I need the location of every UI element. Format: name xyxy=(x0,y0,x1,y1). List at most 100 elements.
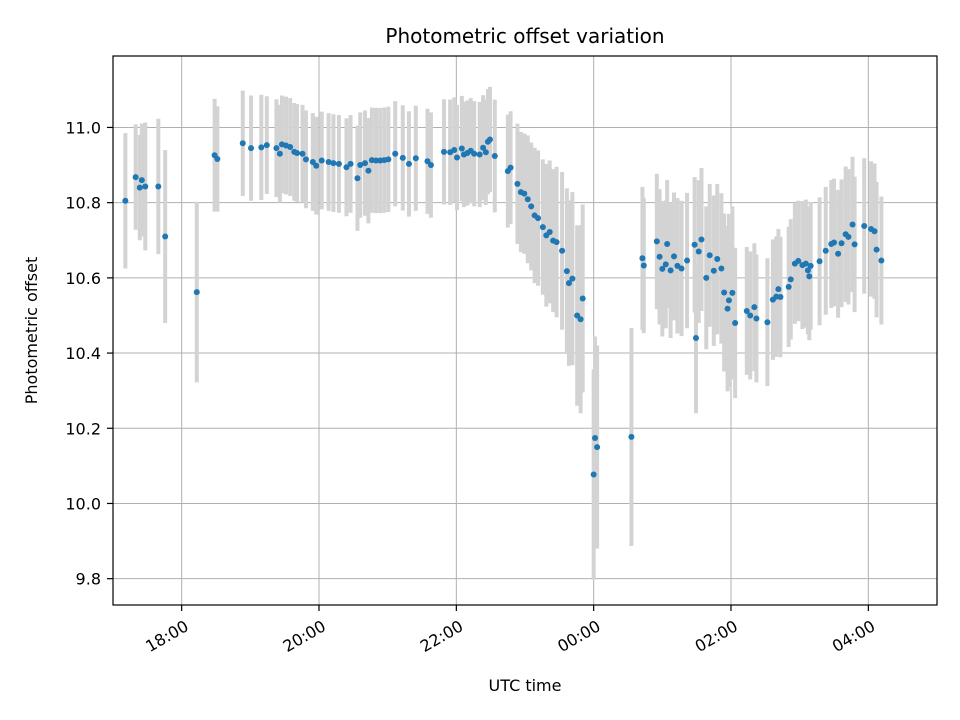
data-point xyxy=(559,247,566,254)
data-point xyxy=(454,154,461,161)
data-point xyxy=(347,160,354,167)
data-point xyxy=(678,265,685,272)
plot-frame xyxy=(112,55,938,606)
y-tick-label: 10.0 xyxy=(65,494,101,513)
data-point xyxy=(122,197,129,204)
data-point xyxy=(385,156,392,163)
data-point xyxy=(835,250,842,257)
data-point xyxy=(710,267,717,274)
data-point xyxy=(729,289,736,296)
data-point xyxy=(318,157,325,164)
data-point xyxy=(354,175,361,182)
data-point xyxy=(747,312,754,319)
data-point xyxy=(569,275,576,282)
data-point xyxy=(659,265,666,272)
x-tick-label: 04:00 xyxy=(829,616,878,656)
data-point xyxy=(698,236,705,243)
data-point xyxy=(440,148,447,155)
data-point xyxy=(822,247,829,254)
data-point xyxy=(692,335,699,342)
data-point xyxy=(491,153,498,160)
data-point xyxy=(539,224,546,231)
data-point xyxy=(664,241,671,248)
data-point xyxy=(807,262,814,269)
data-point xyxy=(656,253,663,260)
data-point xyxy=(592,435,599,442)
data-point xyxy=(753,315,760,322)
data-point xyxy=(239,140,246,147)
data-point xyxy=(639,255,646,262)
x-tick-label: 00:00 xyxy=(554,616,603,656)
data-point xyxy=(725,297,732,304)
data-point xyxy=(577,316,584,323)
error-bars xyxy=(123,86,884,580)
data-point xyxy=(325,159,332,166)
data-point xyxy=(653,238,660,245)
data-point xyxy=(514,180,521,187)
data-point xyxy=(831,239,837,246)
data-points xyxy=(122,136,885,478)
data-point xyxy=(313,162,320,169)
data-point xyxy=(703,274,710,281)
data-point xyxy=(787,276,794,283)
data-point xyxy=(695,248,702,255)
data-point xyxy=(684,257,691,264)
data-point xyxy=(482,149,489,156)
data-point xyxy=(802,260,809,267)
data-point xyxy=(451,147,458,154)
y-tick-label: 10.8 xyxy=(65,194,101,213)
data-point xyxy=(718,265,725,272)
data-point xyxy=(806,273,813,280)
data-point xyxy=(276,150,283,157)
data-point xyxy=(372,157,379,164)
data-point xyxy=(628,433,635,440)
data-point xyxy=(764,319,771,326)
data-point xyxy=(706,252,713,259)
x-tick-label: 22:00 xyxy=(417,616,466,656)
data-point xyxy=(427,162,434,169)
data-point xyxy=(486,136,493,143)
data-point xyxy=(732,319,739,326)
data-point xyxy=(816,258,823,265)
data-point xyxy=(302,156,309,163)
data-point xyxy=(412,155,419,162)
data-point xyxy=(691,241,698,248)
data-point xyxy=(507,164,514,171)
data-point xyxy=(849,221,856,228)
data-point xyxy=(785,283,792,290)
data-point xyxy=(553,239,560,246)
y-tick-label: 10.6 xyxy=(65,269,101,288)
data-point xyxy=(579,295,586,302)
data-point xyxy=(751,304,758,311)
data-point xyxy=(521,190,528,197)
data-point xyxy=(155,183,162,190)
data-point xyxy=(845,233,852,240)
data-point xyxy=(721,289,728,296)
data-point xyxy=(743,307,750,314)
data-point xyxy=(258,144,265,151)
data-point xyxy=(662,261,669,268)
data-point xyxy=(299,150,306,157)
data-point xyxy=(838,240,845,247)
data-point xyxy=(330,160,337,167)
data-point xyxy=(775,286,782,293)
data-point xyxy=(458,145,465,152)
y-tick-label: 11.0 xyxy=(65,118,101,137)
data-point xyxy=(287,143,294,150)
y-axis-label: Photometric offset xyxy=(22,257,41,405)
data-point xyxy=(546,228,553,235)
data-point xyxy=(594,444,601,451)
data-point xyxy=(335,160,342,167)
data-point xyxy=(365,167,372,174)
y-tick-label: 10.2 xyxy=(65,419,101,438)
data-point xyxy=(138,177,145,184)
data-point xyxy=(851,241,858,248)
data-point xyxy=(873,246,880,253)
data-point xyxy=(362,160,369,167)
data-point xyxy=(214,156,221,163)
data-point xyxy=(162,233,169,240)
data-point xyxy=(535,215,542,222)
data-point xyxy=(132,174,139,181)
data-point xyxy=(471,150,478,157)
